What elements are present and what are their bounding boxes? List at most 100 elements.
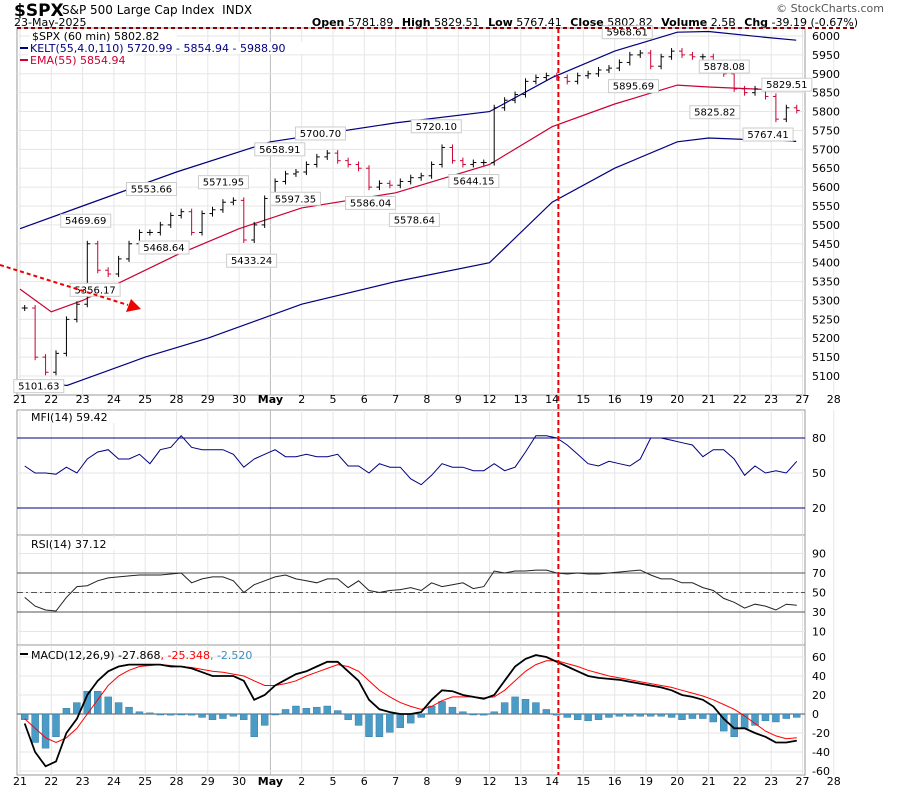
macd-histogram-bar: [20, 713, 29, 720]
rsi-y-tick-label: 70: [812, 567, 826, 580]
price-annotation-box: [60, 213, 112, 228]
keltner-lower-line: [19, 137, 797, 387]
macd-histogram-bar: [480, 713, 488, 716]
macd-histogram-bar: [636, 713, 644, 717]
price-bar: [616, 59, 623, 72]
mfi-line: [24, 434, 798, 486]
close-label: Close: [570, 16, 604, 29]
x-tick-label: 19: [639, 775, 653, 788]
macd-histogram-bar: [250, 713, 258, 737]
macd-histogram-bar: [94, 691, 102, 715]
price-bar: [491, 104, 498, 166]
price-bar: [105, 267, 112, 278]
x-tick-label: 8: [423, 775, 430, 788]
x-tick-label: 29: [201, 775, 215, 788]
x-tick-label: 22: [733, 393, 747, 406]
price-bar: [157, 221, 164, 236]
price-bar: [292, 168, 299, 177]
x-tick-label: 28: [170, 775, 184, 788]
macd-histogram-bar: [240, 713, 248, 720]
macd-histogram-bar: [793, 713, 801, 718]
rsi-legend-bg: [29, 538, 122, 550]
chg-label: Chg: [744, 16, 769, 29]
price-bar: [365, 165, 372, 191]
price-annotation: 5356.17: [74, 285, 115, 296]
price-y-tick-label: 5800: [812, 106, 840, 119]
price-bar: [532, 74, 539, 85]
price-annotation-box: [269, 191, 321, 206]
macd-y-tick-label: 60: [812, 651, 826, 664]
price-annotation: 5658.91: [259, 145, 300, 156]
price-bar: [637, 49, 644, 58]
price-annotation-box: [125, 181, 177, 196]
macd-histogram-bar: [417, 713, 425, 718]
rsi-line: [24, 569, 797, 612]
chg-value: -39.19 (-0.67%): [771, 16, 858, 29]
price-bar: [449, 144, 456, 164]
macd-legend: MACD(12,26,9) -27.868, -25.348, -2.520: [31, 649, 252, 662]
price-bar: [407, 174, 414, 185]
low-label: Low: [488, 16, 513, 29]
index-name: S&P 500 Large Cap Index: [62, 3, 215, 17]
open-value: 5781.89: [347, 16, 394, 29]
price-bar: [699, 53, 706, 60]
price-bar: [209, 206, 216, 217]
macd-histogram-bar: [511, 696, 519, 715]
price-bar: [42, 354, 49, 376]
x-tick-label: 14: [545, 775, 559, 788]
price-bar: [73, 301, 80, 323]
price-bar: [658, 53, 665, 70]
price-bar: [345, 157, 352, 168]
x-tick-label: 30: [232, 393, 246, 406]
high-label: High: [401, 16, 431, 29]
price-bar: [282, 170, 289, 185]
macd-histogram-bar: [125, 706, 133, 715]
macd-histogram-bar: [772, 713, 780, 723]
price-bar: [595, 66, 602, 77]
macd-histogram-bar: [532, 702, 540, 715]
price-bar: [689, 51, 696, 60]
price-annotation-box: [69, 282, 121, 297]
price-bar: [376, 180, 383, 191]
price-annotation: 5586.04: [350, 198, 391, 209]
price-bar: [793, 104, 800, 114]
price-y-tick-label: 5950: [812, 49, 840, 62]
macd-y-tick-label: 40: [812, 670, 826, 683]
kelt-legend-bg: [28, 42, 332, 54]
x-tick-label: 21: [13, 775, 27, 788]
price-y-tick-label: 5900: [812, 68, 840, 81]
mfi-y-tick-label: 20: [812, 502, 826, 515]
macd-y-tick-label: -60: [812, 765, 830, 778]
macd-legend-part: , -2.520: [210, 649, 252, 662]
price-bar: [418, 172, 425, 181]
x-tick-label: 15: [576, 775, 590, 788]
price-bar: [605, 65, 612, 74]
x-tick-label: 30: [232, 775, 246, 788]
macd-histogram-bar: [678, 713, 686, 720]
low-value: 5767.41: [516, 16, 562, 29]
price-bar: [397, 178, 404, 189]
macd-panel-frame: [16, 644, 806, 776]
ema-legend: EMA(55) 5854.94: [30, 54, 126, 67]
x-tick-label: 27: [796, 393, 810, 406]
x-tick-label: 2: [298, 775, 305, 788]
x-tick-label: 23: [76, 393, 90, 406]
price-annotation: 5578.64: [394, 215, 435, 226]
ema-legend-swatch: [20, 59, 28, 61]
price-annotation-box: [689, 105, 741, 120]
price-y-tick-label: 5700: [812, 143, 840, 156]
price-y-tick-label: 5550: [812, 200, 840, 213]
price-annotation-box: [13, 379, 65, 394]
macd-histogram-bar: [657, 713, 665, 717]
rsi-panel-frame: [16, 534, 806, 646]
macd-histogram-bar: [219, 713, 227, 719]
x-tick-label: 22: [733, 775, 747, 788]
macd-histogram-bar: [751, 713, 759, 726]
price-bar: [251, 221, 258, 244]
macd-histogram-bar: [407, 713, 415, 724]
price-y-tick-label: 6000: [812, 30, 840, 43]
x-tick-label: 23: [76, 775, 90, 788]
macd-histogram-bar: [396, 713, 404, 728]
price-annotation: 5825.82: [694, 108, 735, 119]
macd-y-tick-label: -20: [812, 727, 830, 740]
